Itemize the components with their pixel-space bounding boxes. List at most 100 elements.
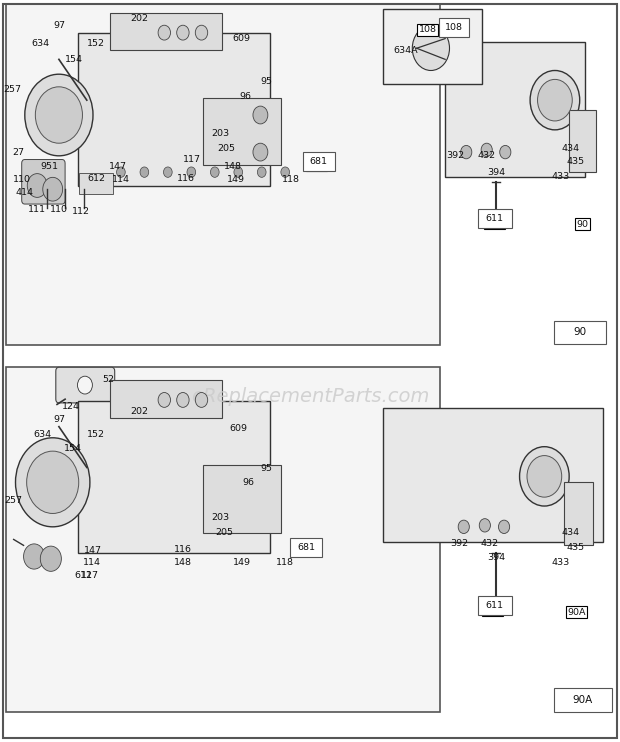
- Text: 148: 148: [174, 558, 192, 567]
- Text: 392: 392: [450, 539, 468, 548]
- Circle shape: [78, 376, 92, 394]
- Text: 205: 205: [215, 528, 234, 537]
- Text: 96: 96: [242, 478, 254, 487]
- Text: 681: 681: [307, 160, 326, 169]
- Text: 118: 118: [276, 558, 294, 567]
- Text: 435: 435: [566, 543, 585, 552]
- FancyBboxPatch shape: [478, 209, 512, 228]
- Text: 951: 951: [40, 162, 59, 171]
- Text: 257: 257: [4, 496, 23, 505]
- Text: 90: 90: [577, 220, 589, 229]
- Text: 152: 152: [87, 430, 105, 439]
- Circle shape: [538, 79, 572, 121]
- FancyBboxPatch shape: [478, 596, 512, 615]
- Text: 611: 611: [485, 601, 504, 610]
- Circle shape: [479, 519, 490, 532]
- Text: 611: 611: [485, 214, 504, 223]
- Text: 112: 112: [71, 207, 90, 216]
- Circle shape: [117, 167, 125, 177]
- Circle shape: [187, 167, 196, 177]
- Text: 108: 108: [418, 25, 437, 34]
- Text: 152: 152: [87, 39, 105, 47]
- Text: 392: 392: [446, 151, 465, 160]
- Text: 202: 202: [130, 14, 149, 23]
- Text: 97: 97: [53, 415, 65, 424]
- Text: 111: 111: [28, 205, 46, 214]
- Text: 148: 148: [223, 162, 242, 171]
- Text: 116: 116: [174, 545, 192, 554]
- Circle shape: [177, 393, 189, 407]
- Text: 149: 149: [226, 175, 245, 184]
- Circle shape: [158, 393, 170, 407]
- Text: 149: 149: [232, 558, 251, 567]
- Text: 124: 124: [62, 402, 81, 411]
- Text: 110: 110: [50, 205, 68, 214]
- FancyBboxPatch shape: [383, 408, 603, 542]
- Circle shape: [40, 546, 61, 571]
- FancyBboxPatch shape: [6, 367, 440, 712]
- Text: 634: 634: [31, 39, 50, 47]
- Text: 114: 114: [112, 175, 130, 184]
- FancyBboxPatch shape: [78, 401, 270, 553]
- Text: 394: 394: [487, 554, 505, 562]
- Text: 434: 434: [561, 144, 580, 153]
- Circle shape: [481, 143, 492, 157]
- Text: 90: 90: [573, 327, 587, 338]
- Text: 27: 27: [12, 148, 25, 157]
- Circle shape: [24, 544, 45, 569]
- Text: 90A: 90A: [573, 695, 593, 705]
- FancyBboxPatch shape: [445, 42, 585, 177]
- Text: 681: 681: [294, 546, 313, 555]
- Circle shape: [195, 393, 208, 407]
- Circle shape: [16, 438, 90, 527]
- Circle shape: [253, 106, 268, 124]
- Text: 432: 432: [480, 539, 499, 548]
- FancyBboxPatch shape: [439, 18, 469, 37]
- Circle shape: [158, 25, 170, 40]
- Text: 147: 147: [108, 162, 127, 171]
- Text: 205: 205: [217, 144, 236, 153]
- Text: 117: 117: [183, 155, 202, 164]
- Circle shape: [458, 520, 469, 533]
- Text: 154: 154: [64, 444, 82, 453]
- Circle shape: [530, 70, 580, 130]
- Circle shape: [210, 167, 219, 177]
- Text: 95: 95: [260, 464, 273, 473]
- Circle shape: [27, 174, 47, 197]
- Text: 435: 435: [566, 157, 585, 166]
- Text: 95: 95: [260, 77, 273, 86]
- Text: 96: 96: [239, 92, 251, 101]
- Text: 52: 52: [102, 375, 115, 384]
- Text: 154: 154: [65, 55, 84, 64]
- Text: 634A: 634A: [394, 46, 418, 55]
- Circle shape: [412, 26, 450, 70]
- Circle shape: [27, 451, 79, 513]
- FancyBboxPatch shape: [554, 688, 612, 712]
- Text: eReplacementParts.com: eReplacementParts.com: [191, 387, 429, 407]
- Circle shape: [257, 167, 266, 177]
- Text: 394: 394: [487, 168, 505, 177]
- FancyBboxPatch shape: [554, 321, 606, 344]
- Text: 257: 257: [3, 85, 22, 93]
- FancyBboxPatch shape: [78, 33, 270, 186]
- FancyBboxPatch shape: [203, 98, 281, 165]
- Text: 681: 681: [309, 157, 328, 166]
- Text: 433: 433: [552, 172, 570, 181]
- Text: 433: 433: [552, 558, 570, 567]
- Text: 612: 612: [87, 174, 105, 183]
- Circle shape: [177, 25, 189, 40]
- FancyBboxPatch shape: [203, 465, 281, 533]
- Text: 90A: 90A: [567, 608, 586, 617]
- FancyBboxPatch shape: [22, 160, 65, 204]
- Circle shape: [461, 145, 472, 159]
- FancyBboxPatch shape: [110, 13, 222, 50]
- Text: 434: 434: [561, 528, 580, 537]
- Circle shape: [164, 167, 172, 177]
- FancyBboxPatch shape: [564, 482, 593, 545]
- FancyBboxPatch shape: [303, 152, 335, 171]
- FancyBboxPatch shape: [6, 4, 440, 345]
- Text: 681: 681: [297, 543, 316, 552]
- Circle shape: [140, 167, 149, 177]
- FancyBboxPatch shape: [290, 538, 322, 557]
- Circle shape: [520, 447, 569, 506]
